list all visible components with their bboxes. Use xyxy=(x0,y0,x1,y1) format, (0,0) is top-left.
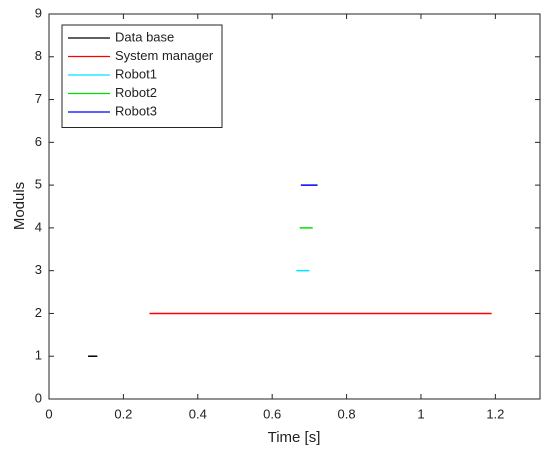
legend-label: Robot1 xyxy=(115,66,157,81)
legend: Data base System manager Robot1 Robot2 Robot… xyxy=(61,24,223,128)
y-tick-label: 7 xyxy=(35,91,42,106)
y-tick-label: 9 xyxy=(35,5,42,20)
y-tick-label: 3 xyxy=(35,262,42,277)
y-tick-label: 0 xyxy=(35,390,42,405)
legend-label: Robot3 xyxy=(115,103,157,118)
y-tick-label: 6 xyxy=(35,134,42,149)
x-tick-label: 0.4 xyxy=(189,406,207,421)
legend-label: System manager xyxy=(115,48,214,63)
y-tick-label: 1 xyxy=(35,348,42,363)
plot-frame xyxy=(48,13,541,400)
y-tick-label: 8 xyxy=(35,48,42,63)
x-tick-label: 0.2 xyxy=(114,406,132,421)
y-axis-title: Moduls xyxy=(11,182,28,230)
x-tick-label: 0 xyxy=(45,406,52,421)
y-tick-label: 2 xyxy=(35,305,42,320)
x-tick-label: 1.2 xyxy=(486,406,504,421)
legend-label: Data base xyxy=(115,29,174,44)
x-tick-label: 0.6 xyxy=(263,406,281,421)
x-axis-title: Time [s] xyxy=(268,429,321,446)
y-tick-label: 4 xyxy=(35,219,42,234)
y-tick-label: 5 xyxy=(35,177,42,192)
x-tick-label: 1 xyxy=(417,406,424,421)
legend-box xyxy=(61,24,223,128)
legend-label: Robot2 xyxy=(115,85,157,100)
x-tick-label: 0.8 xyxy=(338,406,356,421)
